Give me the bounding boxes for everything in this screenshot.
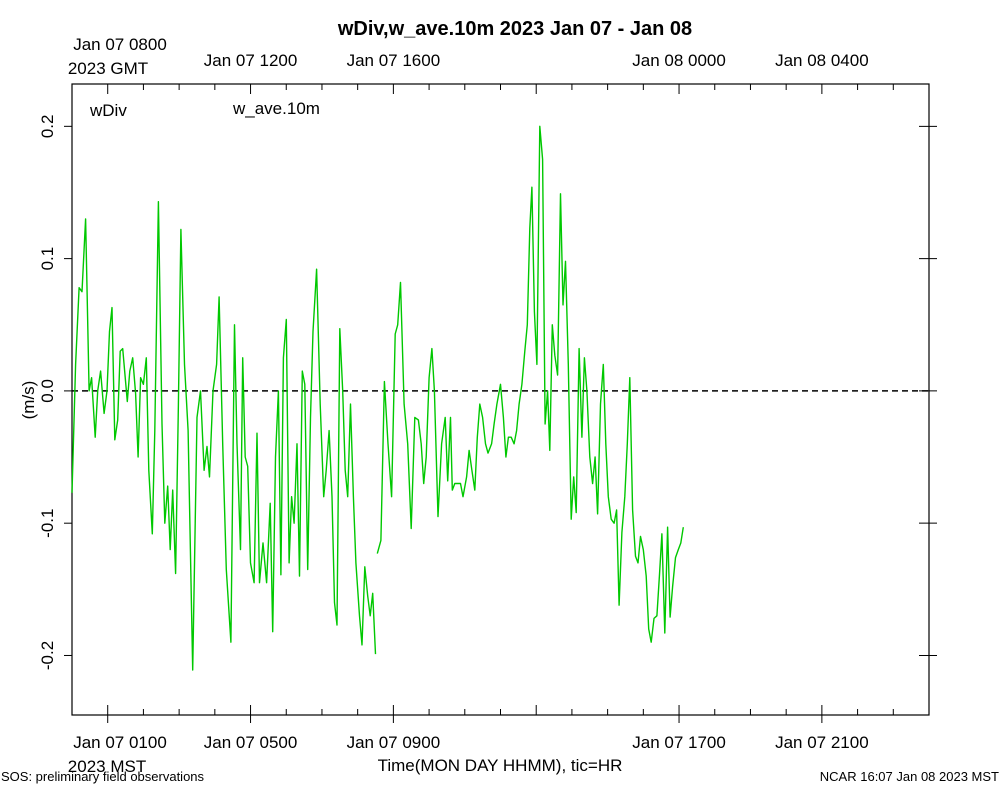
footer-right: NCAR 16:07 Jan 08 2023 MST xyxy=(820,769,999,784)
bottom-axis-first-label: Jan 07 0100 xyxy=(73,733,167,752)
bottom-axis-labels: Jan 07 0100 2023 MST Jan 07 0500 Jan 07 0… xyxy=(68,733,869,776)
top-axis-label: Jan 08 0400 xyxy=(775,51,869,70)
bottom-axis-timezone-label: 2023 MST xyxy=(68,757,146,776)
chart-title: wDiv,w_ave.10m 2023 Jan 07 - Jan 08 xyxy=(337,18,692,40)
y-tick-label: -0.2 xyxy=(38,641,57,670)
x-axis-label: Time(MON DAY HHMM), tic=HR xyxy=(378,756,623,775)
footer-left: SOS: preliminary field observations xyxy=(1,769,205,784)
series-line-w-ave-10m xyxy=(376,125,684,643)
y-tick-label: 0.2 xyxy=(38,115,57,139)
y-tick-label: -0.1 xyxy=(38,509,57,538)
top-axis-first-label: Jan 07 0800 xyxy=(73,35,167,54)
y-tick-label: 0.0 xyxy=(38,379,57,403)
top-axis-timezone-label: 2023 GMT xyxy=(68,59,148,78)
top-axis-labels: Jan 07 0800 2023 GMT Jan 07 1200 Jan 07 1… xyxy=(68,35,869,78)
top-axis-label: Jan 07 1600 xyxy=(347,51,441,70)
top-axis-label: Jan 07 1200 xyxy=(204,51,298,70)
y-axis-label: (m/s) xyxy=(19,381,38,420)
y-tick-label: 0.1 xyxy=(38,247,57,271)
bottom-axis-label: Jan 07 0500 xyxy=(204,733,298,752)
series-layer xyxy=(71,125,684,671)
bottom-axis-label: Jan 07 0900 xyxy=(347,733,441,752)
legend-wdiv: wDiv xyxy=(89,101,127,120)
y-tick-labels: 0.2 0.1 0.0 -0.1 -0.2 xyxy=(38,115,57,671)
series-line-w-ave-10m xyxy=(71,200,377,671)
top-axis-label: Jan 08 0000 xyxy=(632,51,726,70)
legend-w-ave-10m: w_ave.10m xyxy=(232,99,320,118)
bottom-axis-label: Jan 07 2100 xyxy=(775,733,869,752)
axis-ticks xyxy=(64,84,937,723)
bottom-axis-label: Jan 07 1700 xyxy=(632,733,726,752)
